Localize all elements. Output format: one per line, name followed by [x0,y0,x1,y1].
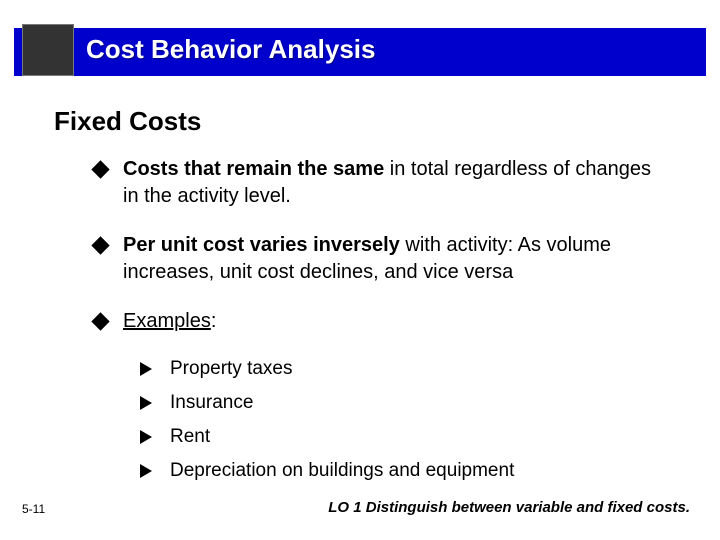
bullet-underline: Examples [123,310,211,332]
bullet-item: Costs that remain the same in total rega… [94,156,670,210]
bullet-text: Costs that remain the same in total rega… [123,156,670,210]
page-number: 5-11 [22,502,45,516]
bullet-text: Examples: [123,308,216,335]
triangle-bullet-icon [140,396,152,410]
bullet-item: Examples: [94,308,670,335]
example-item: Depreciation on buildings and equipment [140,460,660,482]
triangle-bullet-icon [140,430,152,444]
bullet-text: Per unit cost varies inversely with acti… [123,232,670,286]
bullet-bold: Costs that remain the same [123,158,384,180]
example-item: Insurance [140,392,660,414]
example-text: Insurance [170,392,253,414]
example-item: Rent [140,426,660,448]
bullet-after: : [211,310,217,332]
example-item: Property taxes [140,358,660,380]
diamond-bullet-icon [91,312,109,330]
bullet-item: Per unit cost varies inversely with acti… [94,232,670,286]
subheading: Fixed Costs [54,106,201,137]
example-text: Rent [170,426,210,448]
header-accent-box [22,24,74,76]
diamond-bullet-icon [91,160,109,178]
learning-objective: LO 1 Distinguish between variable and fi… [328,499,690,516]
slide-title: Cost Behavior Analysis [86,34,375,65]
example-list: Property taxes Insurance Rent Depreciati… [140,358,660,494]
triangle-bullet-icon [140,464,152,478]
diamond-bullet-icon [91,236,109,254]
example-text: Depreciation on buildings and equipment [170,460,514,482]
example-text: Property taxes [170,358,293,380]
main-bullet-list: Costs that remain the same in total rega… [94,156,670,357]
bullet-bold: Per unit cost varies inversely [123,234,400,256]
triangle-bullet-icon [140,362,152,376]
